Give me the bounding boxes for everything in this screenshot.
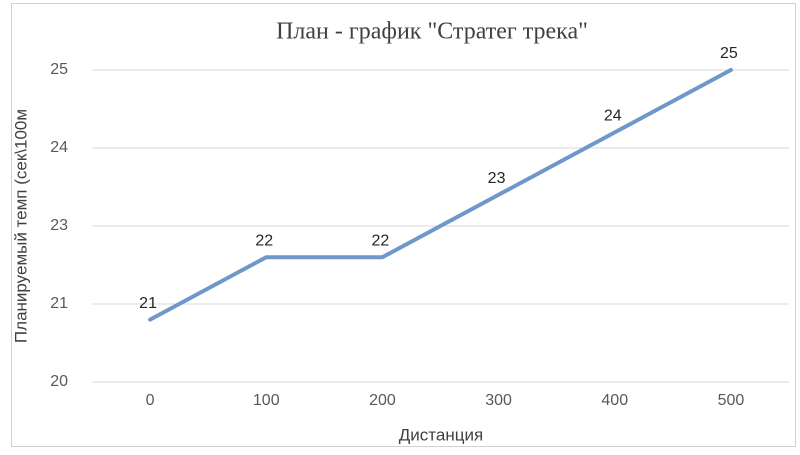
x-tick-label: 500 xyxy=(718,392,745,409)
y-axis-title: Планируемый темп (сек\100м xyxy=(11,109,30,343)
data-label: 22 xyxy=(255,232,273,249)
data-label: 25 xyxy=(720,45,738,62)
y-tick-label: 20 xyxy=(50,373,68,390)
data-label: 22 xyxy=(372,232,390,249)
x-axis-title: Дистанция xyxy=(399,425,483,444)
y-tick-label: 25 xyxy=(50,61,68,78)
y-tick-label: 21 xyxy=(50,295,68,312)
chart-border xyxy=(11,3,796,447)
x-tick-label: 200 xyxy=(369,392,396,409)
data-label: 21 xyxy=(139,295,157,312)
chart-title: План - график "Стратег трека" xyxy=(276,19,588,45)
x-tick-label: 0 xyxy=(146,392,155,409)
data-label: 23 xyxy=(488,170,506,187)
line-series xyxy=(148,68,733,322)
y-tick-label: 23 xyxy=(50,217,68,234)
data-label: 24 xyxy=(604,108,622,125)
x-tick-label: 400 xyxy=(601,392,628,409)
x-tick-label: 100 xyxy=(253,392,280,409)
x-tick-label: 300 xyxy=(485,392,512,409)
y-tick-label: 24 xyxy=(50,139,68,156)
